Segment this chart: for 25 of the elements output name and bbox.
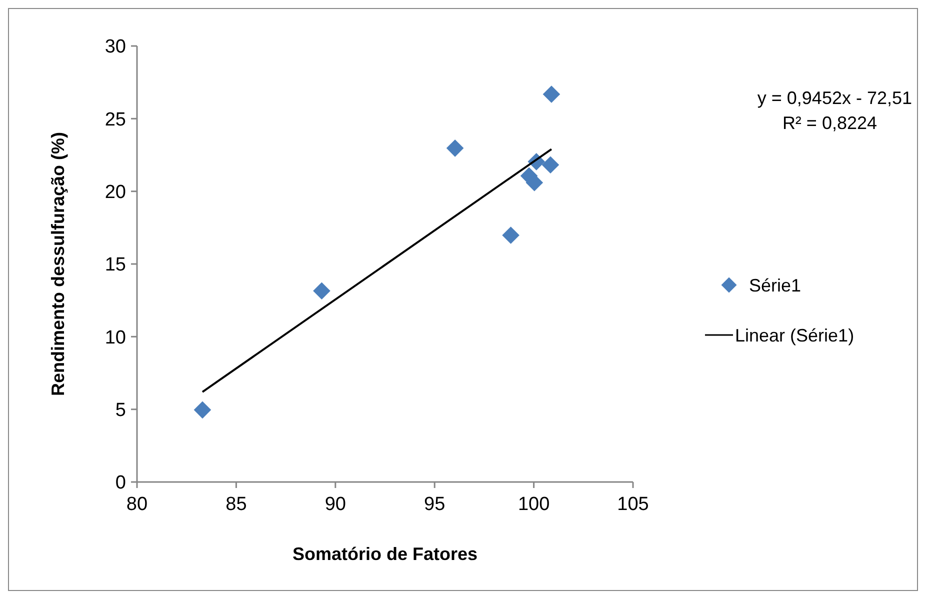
y-tick-label: 5 bbox=[115, 400, 126, 421]
y-tick-label: 25 bbox=[104, 109, 126, 130]
point bbox=[542, 86, 560, 103]
point bbox=[542, 156, 560, 174]
text: y = 0,9452x - 72,51 bbox=[757, 88, 912, 108]
legend-label: Linear (Série1) bbox=[735, 325, 854, 346]
y-tick-label: 10 bbox=[104, 327, 126, 348]
text: R² = 0,8224 bbox=[782, 113, 877, 133]
x-tick-label: 80 bbox=[126, 494, 148, 515]
y-tick-label: 30 bbox=[104, 36, 126, 58]
y-axis-title: Rendimento dessulfuração (%) bbox=[48, 132, 68, 396]
x-axis-title: Somatório de Fatores bbox=[292, 544, 478, 564]
x-tick-label: 95 bbox=[424, 494, 446, 515]
x-tick-label: 100 bbox=[518, 494, 550, 515]
point bbox=[446, 140, 464, 157]
x-tick-label: 90 bbox=[324, 494, 346, 515]
y-tick-label: 15 bbox=[104, 254, 126, 276]
y-tick-label: 20 bbox=[104, 182, 126, 203]
point bbox=[502, 226, 520, 244]
x-tick-label: 105 bbox=[617, 494, 649, 515]
point bbox=[313, 282, 330, 300]
legend-label: Série1 bbox=[749, 275, 802, 296]
point bbox=[194, 401, 212, 419]
y-tick-label: 0 bbox=[115, 472, 126, 494]
x-tick-label: 85 bbox=[226, 494, 247, 515]
